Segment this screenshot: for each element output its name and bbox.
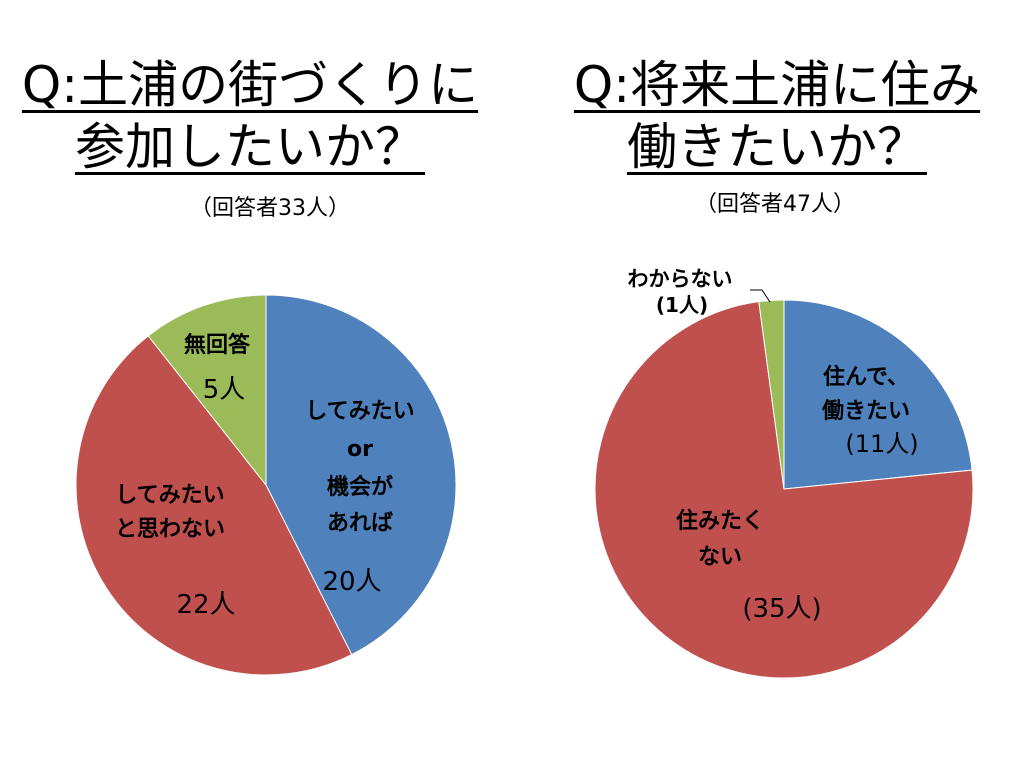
left-pie (75, 294, 457, 676)
left-title-line-1: Q:土浦の街づくりに (21, 56, 479, 114)
right-respondents: （回答者47人） (695, 192, 855, 217)
left-title-line-2: 参加したいか？ (75, 118, 425, 176)
right-pie-slice-2 (594, 301, 974, 679)
left-slice-3-value: 5人 (203, 375, 246, 405)
right-slice-1-value: (11人) (845, 430, 918, 458)
left-slice-2-value: 22人 (176, 590, 235, 620)
left-respondents: （回答者33人） (190, 196, 350, 221)
right-pie (594, 299, 974, 679)
right-slice-2-label-line-1: 住みたく (676, 508, 764, 534)
left-chart-title: Q:土浦の街づくりに 参加したいか？ (0, 54, 500, 178)
left-slice-2-label-line-1: してみたい (115, 483, 224, 508)
right-slice-3-leader-line (750, 289, 771, 303)
left-slice-1-label-line-2: or (347, 437, 373, 462)
left-slice-1-label-line-4: あれば (327, 511, 393, 536)
right-title-line-2: 働きたいか？ (627, 118, 927, 176)
right-slice-3-value: (1人) (656, 293, 708, 317)
right-title-line-1: Q:将来土浦に住み (573, 56, 981, 114)
right-chart-title: Q:将来土浦に住み 働きたいか？ (530, 54, 1024, 178)
left-slice-3-label-line-1: 無回答 (184, 332, 251, 358)
left-slice-2-label-line-2: と思わない (115, 517, 225, 542)
right-slice-1-label-line-1: 住んで、 (823, 364, 909, 390)
right-slice-3-label-line-1: わからない (628, 267, 733, 291)
right-slice-2-label-line-2: ない (698, 545, 742, 570)
right-pie-slice-3 (758, 299, 785, 490)
left-pie-slice-3 (147, 294, 267, 487)
left-slice-1-label-line-1: してみたい (305, 399, 414, 424)
right-pie-slice-1 (783, 299, 973, 490)
right-slice-2-value: (35人) (742, 594, 821, 624)
left-pie-slice-2 (75, 335, 353, 676)
left-slice-1-label-line-3: 機会が (327, 474, 393, 500)
right-slice-1-label-line-2: 働きたい (821, 398, 910, 424)
left-pie-slice-1 (265, 294, 457, 656)
left-slice-1-value: 20人 (322, 567, 381, 597)
